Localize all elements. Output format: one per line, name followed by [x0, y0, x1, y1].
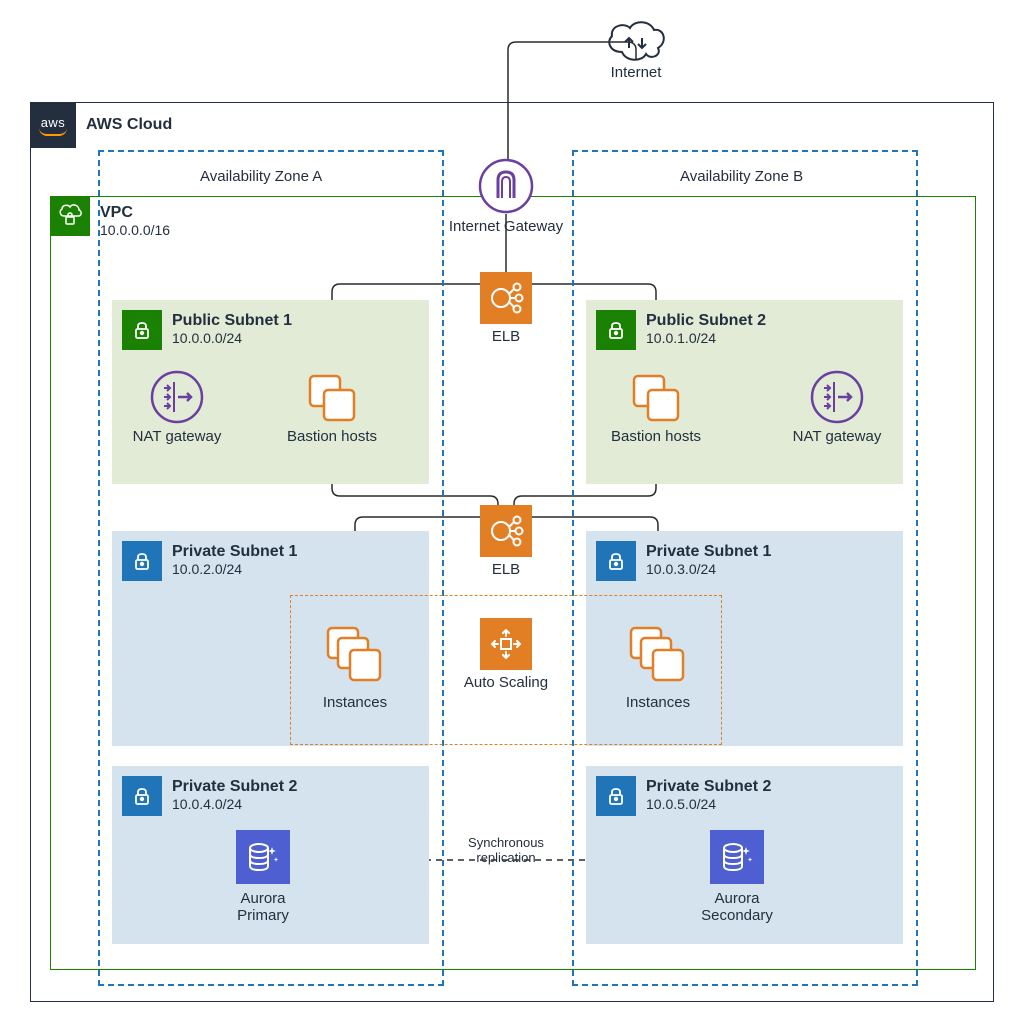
nat-gateway-1-label: NAT gateway — [130, 428, 224, 445]
private-subnet-2b-labels: Private Subnet 2 10.0.5.0/24 — [646, 778, 771, 812]
private-subnet-1b-title: Private Subnet 1 — [646, 543, 771, 561]
aurora-secondary-label: Aurora Secondary — [696, 890, 778, 925]
bastion-1-icon — [306, 372, 360, 426]
vpc-cidr: 10.0.0.0/16 — [100, 222, 170, 238]
private-subnet-1b-labels: Private Subnet 1 10.0.3.0/24 — [646, 543, 771, 577]
auto-scaling-icon — [480, 618, 532, 670]
bastion-2-label: Bastion hosts — [608, 428, 704, 445]
private-subnet-1a-labels: Private Subnet 1 10.0.2.0/24 — [172, 543, 297, 577]
private-subnet-2a-badge-icon — [122, 776, 162, 816]
private-subnet-1a-cidr: 10.0.2.0/24 — [172, 561, 297, 577]
private-subnet-2a-labels: Private Subnet 2 10.0.4.0/24 — [172, 778, 297, 812]
public-subnet-2-labels: Public Subnet 2 10.0.1.0/24 — [646, 312, 766, 346]
bastion-2-icon — [630, 372, 684, 426]
elb2-icon — [480, 505, 532, 557]
az-a-label: Availability Zone A — [200, 168, 322, 185]
aws-cloud-label: AWS Cloud — [86, 116, 172, 134]
nat-gateway-1-icon — [150, 370, 204, 424]
private-subnet-1b-cidr: 10.0.3.0/24 — [646, 561, 771, 577]
bastion-1-label: Bastion hosts — [284, 428, 380, 445]
public-subnet-1-title: Public Subnet 1 — [172, 312, 292, 330]
vpc-title: VPC — [100, 204, 170, 222]
auto-scaling-label: Auto Scaling — [460, 674, 552, 691]
private-subnet-1a-badge-icon — [122, 541, 162, 581]
aws-badge-icon: aws — [30, 102, 76, 148]
private-subnet-2b-badge-icon — [596, 776, 636, 816]
public-subnet-2-badge-icon — [596, 310, 636, 350]
az-b-label: Availability Zone B — [680, 168, 803, 185]
nat-gateway-2-label: NAT gateway — [790, 428, 884, 445]
aurora-secondary-icon — [710, 830, 764, 884]
elb2-label: ELB — [480, 561, 532, 578]
aurora-primary-icon — [236, 830, 290, 884]
private-subnet-1a-title: Private Subnet 1 — [172, 543, 297, 561]
internet-label: Internet — [600, 64, 672, 81]
replication-label: Synchronous replication — [456, 836, 556, 866]
internet-icon — [602, 18, 668, 64]
vpc-labels: VPC 10.0.0.0/16 — [100, 204, 170, 238]
instances-a-label: Instances — [320, 694, 390, 711]
private-subnet-2a-cidr: 10.0.4.0/24 — [172, 796, 297, 812]
private-subnet-2b-title: Private Subnet 2 — [646, 778, 771, 796]
nat-gateway-2-icon — [810, 370, 864, 424]
instances-b-icon — [627, 624, 689, 686]
private-subnet-1b-badge-icon — [596, 541, 636, 581]
elb1-label: ELB — [480, 328, 532, 345]
public-subnet-1-badge-icon — [122, 310, 162, 350]
public-subnet-1-labels: Public Subnet 1 10.0.0.0/24 — [172, 312, 292, 346]
private-subnet-2a-title: Private Subnet 2 — [172, 778, 297, 796]
public-subnet-1-cidr: 10.0.0.0/24 — [172, 330, 292, 346]
instances-a-icon — [324, 624, 386, 686]
elb1-icon — [480, 272, 532, 324]
aurora-primary-label: Aurora Primary — [222, 890, 304, 925]
vpc-badge-icon — [50, 196, 90, 236]
public-subnet-2-cidr: 10.0.1.0/24 — [646, 330, 766, 346]
instances-b-label: Instances — [623, 694, 693, 711]
internet-gateway-icon — [478, 158, 534, 214]
internet-gateway-label: Internet Gateway — [440, 218, 572, 235]
public-subnet-2-title: Public Subnet 2 — [646, 312, 766, 330]
private-subnet-2b-cidr: 10.0.5.0/24 — [646, 796, 771, 812]
